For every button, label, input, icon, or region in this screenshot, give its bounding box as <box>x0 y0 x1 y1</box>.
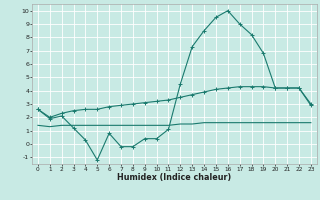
X-axis label: Humidex (Indice chaleur): Humidex (Indice chaleur) <box>117 173 232 182</box>
